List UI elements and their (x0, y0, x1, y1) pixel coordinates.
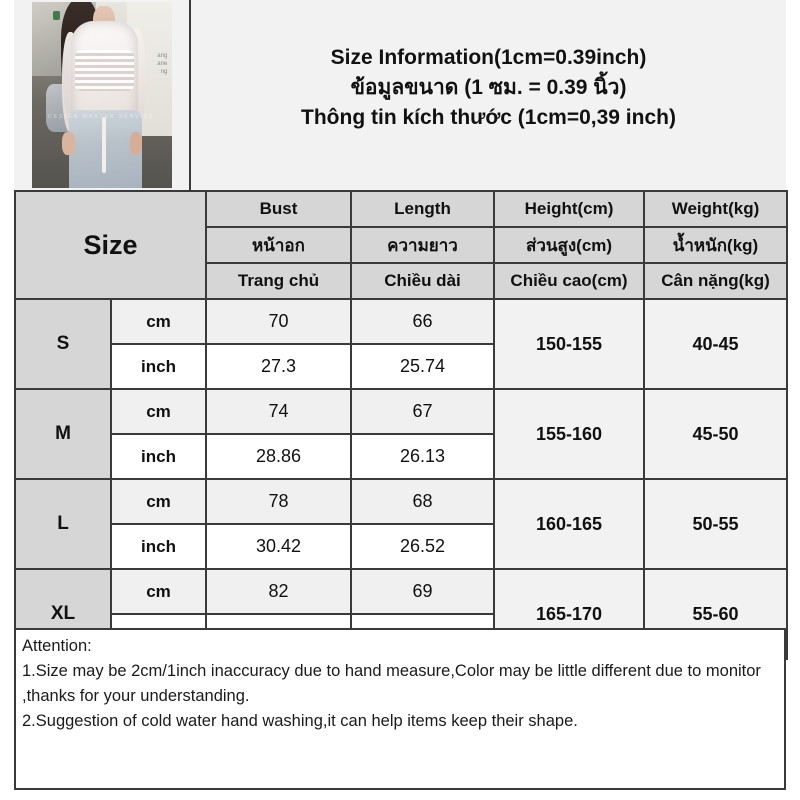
title-line-th: ข้อมูลขนาด (1 ซม. = 0.39 นิ้ว) (350, 76, 627, 99)
weight-m: 45-50 (643, 388, 788, 480)
photo-drawstring (101, 117, 106, 174)
attention-line-2: 2.Suggestion of cold water hand washing,… (22, 712, 578, 730)
photo-hand-left (62, 132, 75, 155)
attention-line-1: 1.Size may be 2cm/1inch inaccuracy due t… (22, 662, 761, 705)
attention-heading: Attention: (22, 637, 92, 655)
product-photo-cell: ang ane ng DESIGN MASTER SERVICE (14, 0, 191, 190)
photo-hand-right (129, 132, 143, 155)
height-s: 150-155 (493, 298, 645, 390)
unit-cell-inch: inch (110, 433, 207, 480)
unit-cell-cm: cm (110, 298, 207, 345)
photo-wall-text: ang ane ng (157, 53, 168, 76)
length-cm-xl: 69 (350, 568, 495, 615)
photo-ruched-panel (74, 50, 134, 92)
table-row: XL cm 82 69 165-170 55-60 (14, 568, 788, 660)
table-row: L cm 78 68 160-165 50-55 (14, 478, 788, 570)
unit-cell-inch: inch (110, 343, 207, 390)
col-header-length-th: ความยาว (350, 226, 495, 264)
table-header-row-en: Size Bust Length Height(cm) Weight(kg) (14, 190, 788, 300)
bust-cm-xl: 82 (205, 568, 352, 615)
col-header-weight-en: Weight(kg) (643, 190, 788, 228)
photo-green-accent (52, 11, 60, 21)
weight-s: 40-45 (643, 298, 788, 390)
col-header-bust-en: Bust (205, 190, 352, 228)
bust-inch-s: 27.3 (205, 343, 352, 390)
title-line-en: Size Information(1cm=0.39inch) (330, 46, 647, 69)
table-header-row-th: หน้าอก ความยาว ส่วนสูง(cm) น้ำหนัก(kg) (15, 226, 788, 264)
bust-cm-s: 70 (205, 298, 352, 345)
weight-l: 50-55 (643, 478, 788, 570)
length-cm-l: 68 (350, 478, 495, 525)
size-cell-m: M (14, 388, 112, 480)
bust-cm-l: 78 (205, 478, 352, 525)
col-header-weight-vi: Cân nặng(kg) (643, 262, 788, 300)
table-row: inch 27.3 25.74 (15, 343, 787, 390)
table-row: inch 28.86 26.13 (15, 433, 787, 480)
length-cm-m: 67 (350, 388, 495, 435)
unit-cell-cm: cm (110, 478, 207, 525)
col-header-height-th: ส่วนสูง(cm) (493, 226, 645, 264)
unit-cell-cm: cm (110, 388, 207, 435)
col-header-length-vi: Chiều dài (350, 262, 495, 300)
table-row: inch 30.42 26.52 (15, 523, 787, 570)
length-inch-l: 26.52 (350, 523, 495, 570)
height-m: 155-160 (493, 388, 645, 480)
attention-box: Attention: 1.Size may be 2cm/1inch inacc… (14, 628, 786, 790)
col-header-height-en: Height(cm) (493, 190, 645, 228)
bust-inch-m: 28.86 (205, 433, 352, 480)
table-row: S cm 70 66 150-155 40-45 (14, 298, 788, 390)
table-row: M cm 74 67 155-160 45-50 (14, 388, 788, 480)
title-cell: Size Information(1cm=0.39inch) ข้อมูลขนา… (191, 0, 786, 190)
size-table: Size Bust Length Height(cm) Weight(kg) ห… (14, 190, 788, 660)
col-header-bust-vi: Trang chủ (205, 262, 352, 300)
size-cell-s: S (14, 298, 112, 390)
length-cm-s: 66 (350, 298, 495, 345)
product-photo: ang ane ng DESIGN MASTER SERVICE (31, 2, 172, 188)
bust-cm-m: 74 (205, 388, 352, 435)
unit-cell-cm: cm (110, 568, 207, 615)
unit-cell-inch: inch (110, 523, 207, 570)
col-header-length-en: Length (350, 190, 495, 228)
bust-inch-l: 30.42 (205, 523, 352, 570)
header-block: ang ane ng DESIGN MASTER SERVICE Size Info… (14, 0, 786, 190)
length-inch-m: 26.13 (350, 433, 495, 480)
length-inch-s: 25.74 (350, 343, 495, 390)
size-word-cell: Size (14, 190, 207, 300)
col-header-weight-th: น้ำหนัก(kg) (643, 226, 788, 264)
photo-watermark: DESIGN MASTER SERVICE (48, 113, 155, 120)
col-header-bust-th: หน้าอก (205, 226, 352, 264)
title-line-vi: Thông tin kích thước (1cm=0,39 inch) (301, 106, 676, 129)
size-cell-l: L (14, 478, 112, 570)
height-l: 160-165 (493, 478, 645, 570)
col-header-height-vi: Chiều cao(cm) (493, 262, 645, 300)
table-header-row-vi: Trang chủ Chiều dài Chiều cao(cm) Cân nặ… (15, 262, 788, 300)
